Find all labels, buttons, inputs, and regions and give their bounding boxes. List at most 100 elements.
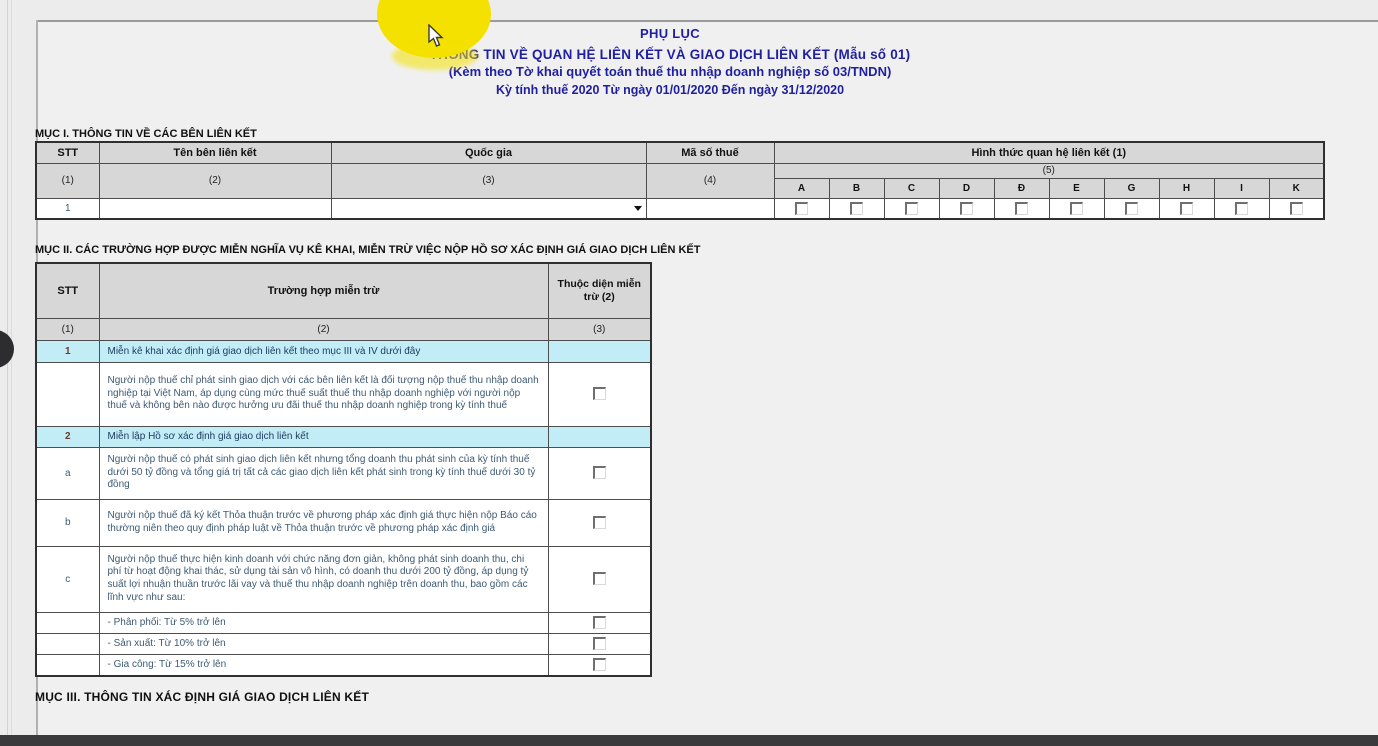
section2-heading: MỤC II. CÁC TRƯỜNG HỢP ĐƯỢC MIỄN NGHĨA V…: [35, 244, 701, 256]
country-dropdown[interactable]: [330, 197, 647, 220]
relation-checkbox-cell-c[interactable]: [883, 197, 940, 220]
col-header-party-name: Tên bên liên kết: [98, 141, 332, 164]
empty-cell: [35, 653, 100, 677]
exemption-case-text: Người nộp thuế chỉ phát sinh giao dịch v…: [98, 361, 549, 427]
mouse-cursor-icon: [428, 24, 444, 47]
exempt-checkbox-b[interactable]: [592, 515, 606, 529]
page-top-border: [36, 20, 1378, 22]
relation-letter-i: I: [1213, 177, 1270, 199]
click-highlight-fade: [392, 42, 478, 70]
col-header-stt2: STT: [35, 262, 100, 319]
tax-period-line: Kỳ tính thuế 2020 Từ ngày 01/01/2020 Đến…: [495, 83, 845, 97]
side-overlay-dot: [0, 330, 14, 368]
relation-checkbox-cell-g[interactable]: [1103, 197, 1160, 220]
checkbox-i[interactable]: [1235, 201, 1248, 215]
sub-case-distribution: - Phân phối: Từ 5% trở lên: [98, 611, 549, 634]
empty-cell: [35, 611, 100, 634]
form-title-block: PHỤ LỤC THÔNG TIN VỀ QUAN HỆ LIÊN KẾT VÀ…: [20, 26, 1320, 97]
chevron-down-icon[interactable]: [633, 206, 642, 212]
sub-case-processing: - Gia công: Từ 15% trở lên: [98, 653, 549, 677]
section1-heading: MỤC I. THÔNG TIN VỀ CÁC BÊN LIÊN KẾT: [35, 128, 257, 140]
related-parties-table: STT Tên bên liên kết Quốc gia Mã số thuế…: [35, 141, 1326, 220]
row-stt: [35, 361, 100, 427]
exempt-checkbox-cell[interactable]: [547, 446, 652, 500]
col-number-4: (4): [645, 162, 775, 199]
tax-id-input[interactable]: [645, 197, 775, 220]
exempt-checkbox-a[interactable]: [592, 466, 606, 480]
exempt-checkbox-cell[interactable]: [547, 653, 652, 677]
checkbox-g[interactable]: [1125, 201, 1138, 215]
col-number2-1: (1): [35, 317, 100, 341]
row-stt: 2: [35, 425, 100, 448]
screen-edge-line: [7, 0, 8, 736]
relation-letter-a: A: [773, 177, 830, 199]
relation-letter-h: H: [1158, 177, 1215, 199]
col-number2-3: (3): [547, 317, 652, 341]
sub-case-manufacturing: - Sản xuất: Từ 10% trở lên: [98, 632, 549, 655]
empty-cell: [547, 425, 652, 448]
exempt-checkbox-cell[interactable]: [547, 611, 652, 634]
section3-heading: MỤC III. THÔNG TIN XÁC ĐỊNH GIÁ GIAO DỊC…: [35, 690, 369, 704]
exempt-checkbox-cell[interactable]: [547, 361, 652, 427]
bottom-dark-bar: [0, 735, 1378, 746]
checkbox-a[interactable]: [795, 201, 808, 215]
row-stt: 1: [35, 339, 100, 363]
relation-checkbox-cell-dd[interactable]: [993, 197, 1050, 220]
col-header-case: Trường hợp miễn trừ: [98, 262, 549, 319]
relation-letter-e: E: [1048, 177, 1105, 199]
screen-edge-line: [11, 0, 12, 736]
relation-checkbox-cell-a[interactable]: [773, 197, 830, 220]
col-header-country: Quốc gia: [330, 141, 647, 164]
checkbox-k[interactable]: [1289, 201, 1303, 215]
exemption-group-1-label: Miễn kê khai xác định giá giao dịch liên…: [98, 339, 549, 363]
col-number2-2: (2): [98, 317, 549, 341]
checkbox-dd[interactable]: [1015, 201, 1028, 215]
col-header-stt: STT: [35, 141, 100, 164]
exemption-case-text: Người nộp thuế thực hiện kinh doanh với …: [98, 545, 549, 613]
col-number-1: (1): [35, 162, 100, 199]
col-header-tax-id: Mã số thuế: [645, 141, 775, 164]
col-header-relation-type: Hình thức quan hệ liên kết (1): [773, 141, 1325, 164]
exemption-case-text: Người nộp thuế đã ký kết Thỏa thuận trướ…: [98, 498, 549, 547]
checkbox-h[interactable]: [1180, 201, 1193, 215]
checkbox-e[interactable]: [1070, 201, 1083, 215]
exempt-checkbox-processing[interactable]: [592, 658, 606, 672]
relation-checkbox-cell-k[interactable]: [1268, 197, 1325, 220]
exemption-cases-table: STT Trường hợp miễn trừ Thuộc diện miễn …: [35, 262, 652, 677]
checkbox-c[interactable]: [905, 201, 918, 215]
col-header-exempt: Thuộc diện miễn trừ (2): [547, 262, 652, 319]
checkbox-b[interactable]: [850, 201, 863, 215]
empty-cell: [547, 339, 652, 363]
form-subtitle: (Kèm theo Tờ khai quyết toán thuế thu nh…: [448, 64, 892, 79]
relation-checkbox-cell-e[interactable]: [1048, 197, 1105, 220]
relation-letter-dd: Đ: [993, 177, 1050, 199]
form-title: THÔNG TIN VỀ QUAN HỆ LIÊN KẾT VÀ GIAO DỊ…: [429, 47, 911, 62]
exempt-checkbox-1[interactable]: [592, 387, 606, 401]
relation-letter-g: G: [1103, 177, 1160, 199]
relation-checkbox-cell-h[interactable]: [1158, 197, 1215, 220]
party-name-input[interactable]: [98, 197, 332, 220]
col-number-5: (5): [773, 162, 1325, 179]
exempt-checkbox-cell[interactable]: [547, 632, 652, 655]
relation-checkbox-cell-i[interactable]: [1213, 197, 1270, 220]
relation-letter-d: D: [938, 177, 995, 199]
relation-checkbox-cell-b[interactable]: [828, 197, 885, 220]
exemption-group-2-label: Miễn lập Hồ sơ xác định giá giao dịch li…: [98, 425, 549, 448]
appendix-title: PHỤ LỤC: [640, 26, 700, 41]
col-number-3: (3): [330, 162, 647, 199]
relation-letter-k: K: [1268, 177, 1325, 199]
empty-cell: [35, 632, 100, 655]
checkbox-d[interactable]: [960, 201, 973, 215]
row1-stt: 1: [35, 197, 100, 220]
exempt-checkbox-cell[interactable]: [547, 545, 652, 613]
exemption-case-text: Người nộp thuế có phát sinh giao dịch li…: [98, 446, 549, 500]
exempt-checkbox-manufacturing[interactable]: [592, 636, 606, 650]
exempt-checkbox-c[interactable]: [592, 572, 606, 586]
col-number-2: (2): [98, 162, 332, 199]
relation-checkbox-cell-d[interactable]: [938, 197, 995, 220]
exempt-checkbox-cell[interactable]: [547, 498, 652, 547]
exempt-checkbox-distribution[interactable]: [592, 615, 606, 629]
row-stt: a: [35, 446, 100, 500]
relation-letter-c: C: [883, 177, 940, 199]
row-stt: c: [35, 545, 100, 613]
